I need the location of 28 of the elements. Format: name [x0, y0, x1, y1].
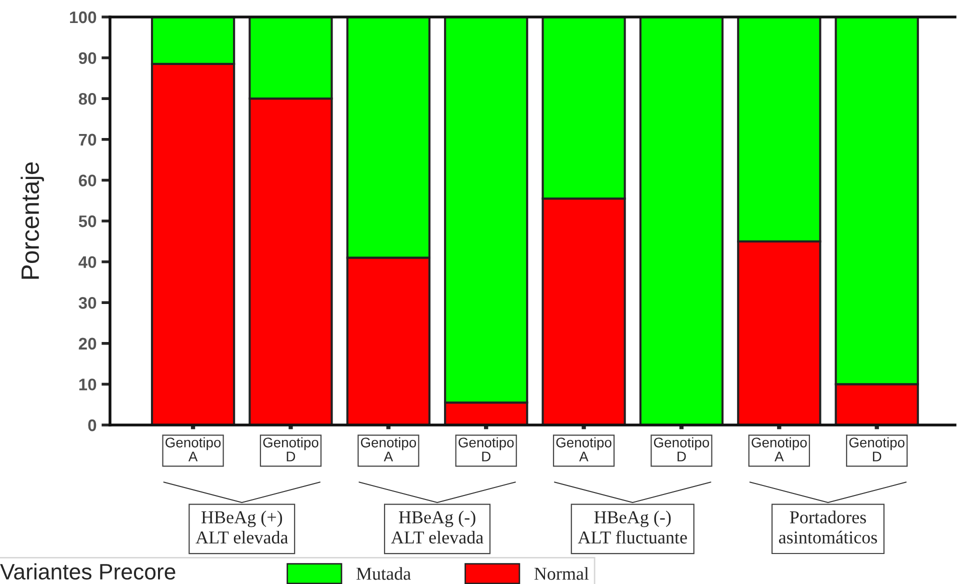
y-tick-label: 60	[78, 174, 96, 186]
y-tick-label: 50	[78, 215, 96, 228]
x-tick-label: Genotipo D	[263, 437, 318, 462]
y-tick-label: 70	[78, 134, 96, 146]
y-tick-label: 90	[78, 52, 96, 64]
x-tick-label: Genotipo A	[360, 437, 416, 462]
text: HBeAg (+) ALT elevada	[196, 510, 288, 544]
x-tick-label: Genotipo A	[166, 437, 221, 462]
x-tick-label: Genotipo A	[556, 437, 612, 462]
y-tick-label: 40	[78, 256, 96, 268]
y-tick-label: 30	[78, 297, 96, 309]
text: HBeAg (-) ALT fluctuante	[578, 510, 687, 544]
y-axis-title: Porcentaje	[20, 162, 44, 279]
bar	[639, 17, 724, 425]
text: HBeAg (-) ALT elevada	[391, 510, 484, 544]
y-tick-label: 80	[78, 93, 96, 105]
y-tick-label: 100	[70, 11, 96, 24]
x-tick-label: Genotipo D	[458, 437, 514, 462]
y-tick-label: 10	[79, 378, 96, 390]
legend-label: Normal	[534, 567, 589, 580]
y-tick-label: 0	[88, 419, 96, 432]
legend-title: Variantes Precore	[0, 563, 176, 580]
x-tick-label: Genotipo D	[654, 437, 710, 462]
y-tick-label: 20	[78, 338, 96, 350]
legend-label: Mutada	[356, 567, 411, 580]
x-tick-label: Genotipo D	[849, 437, 904, 462]
text: Portadores asintomáticos	[778, 510, 877, 544]
x-tick-label: Genotipo A	[752, 437, 807, 462]
